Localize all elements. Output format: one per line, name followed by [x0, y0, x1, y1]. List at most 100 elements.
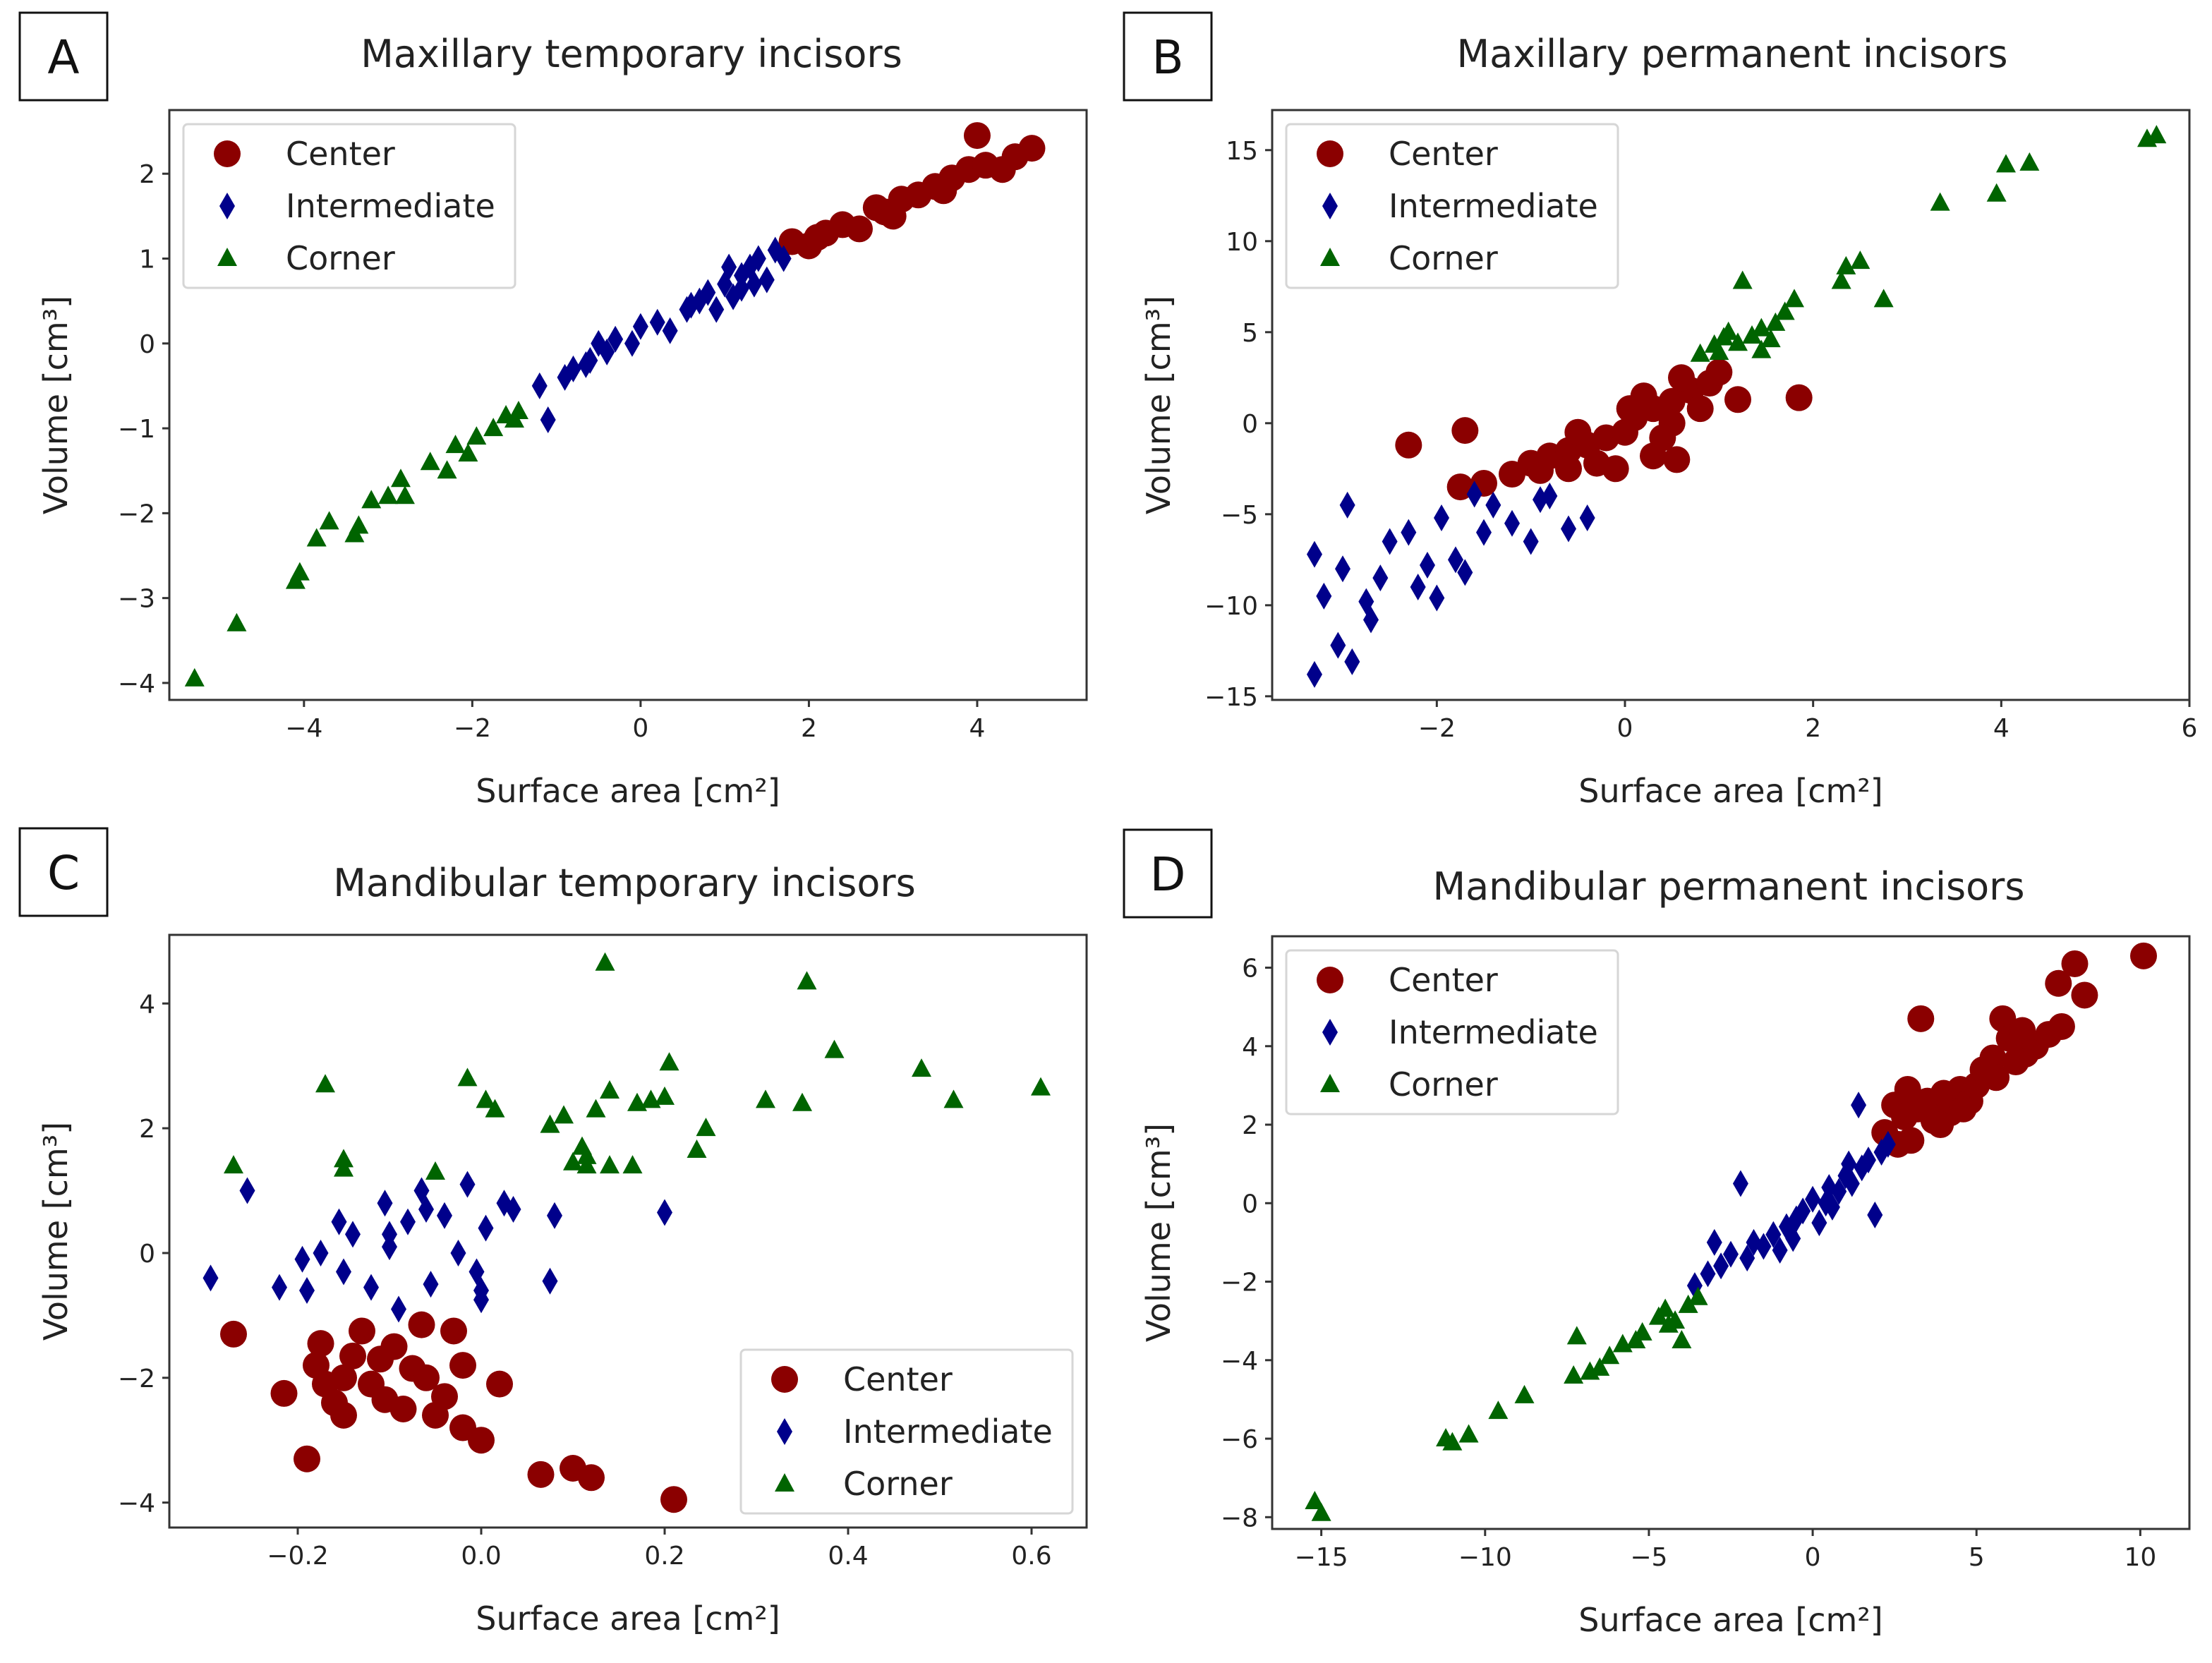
data-point: [576, 1145, 597, 1164]
data-point: [655, 1086, 675, 1105]
data-point: [1305, 1491, 1325, 1510]
y-tick-label: −2: [118, 500, 155, 528]
data-point: [2019, 152, 2040, 171]
legend-marker: [1322, 1019, 1338, 1046]
data-point: [418, 1196, 434, 1223]
data-point: [382, 1233, 397, 1261]
y-tick-label: 5: [1242, 319, 1258, 348]
legend: Center Intermediate Corner: [1285, 123, 1619, 289]
data-point: [1861, 1147, 1876, 1174]
x-tick-label: −5: [1630, 1543, 1667, 1572]
data-point: [391, 1295, 406, 1323]
data-point: [595, 952, 615, 971]
legend-marker: [1317, 140, 1343, 167]
data-point: [683, 291, 699, 319]
data-point: [390, 468, 411, 488]
legend-label: Corner: [286, 239, 395, 277]
data-point: [440, 1317, 467, 1345]
data-point: [1448, 546, 1463, 574]
data-point: [1894, 1075, 1921, 1103]
panel-label: A: [47, 30, 79, 85]
data-point: [459, 1171, 476, 1198]
data-point: [1831, 270, 1851, 289]
data-point: [1755, 1233, 1772, 1260]
data-point: [239, 1177, 255, 1204]
data-point: [361, 490, 382, 509]
data-point: [408, 1311, 435, 1338]
data-point: [1564, 418, 1592, 446]
data-point: [824, 1039, 845, 1058]
data-point: [1555, 455, 1582, 483]
data-point: [431, 1383, 458, 1410]
data-point: [1907, 1005, 1935, 1032]
data-point: [756, 1089, 775, 1108]
data-point: [1476, 519, 1492, 546]
data-point: [578, 351, 594, 378]
data-point: [662, 317, 678, 344]
data-point: [203, 1264, 219, 1292]
data-point: [622, 1155, 643, 1174]
data-point: [1686, 395, 1714, 423]
data-point: [1986, 183, 2007, 202]
y-axis-label: Volume [cm³]: [1140, 1123, 1178, 1342]
data-point: [624, 329, 640, 357]
data-point: [468, 1427, 495, 1454]
data-point: [565, 355, 581, 382]
data-point: [334, 1149, 353, 1168]
plot-area: [168, 933, 1088, 1529]
data-point: [1742, 325, 1762, 344]
y-tick-label: 0: [1242, 410, 1258, 439]
panel-label: C: [47, 846, 80, 900]
x-tick-label: −4: [285, 714, 322, 743]
y-tick-label: −1: [118, 415, 155, 444]
data-point: [334, 1158, 353, 1177]
data-point: [1579, 504, 1595, 531]
data-point: [700, 279, 716, 306]
x-tick-label: 5: [1969, 1543, 1985, 1572]
data-point: [437, 1202, 452, 1229]
data-point: [1724, 386, 1751, 413]
legend: Center Intermediate Corner: [1285, 949, 1619, 1115]
data-point: [345, 1221, 361, 1248]
data-point: [1718, 321, 1739, 340]
data-point: [1655, 1298, 1676, 1317]
data-point: [554, 1105, 574, 1124]
data-point: [527, 1461, 555, 1488]
y-tick-label: 2: [139, 1115, 155, 1144]
data-point: [1527, 456, 1554, 484]
data-point: [457, 1068, 478, 1087]
data-point: [1658, 1314, 1679, 1333]
data-point: [449, 1352, 476, 1379]
data-point: [687, 1139, 707, 1159]
chart-title: Mandibular permanent incisors: [1432, 864, 2024, 909]
data-point: [775, 245, 792, 272]
y-tick-label: −10: [1204, 592, 1258, 621]
data-point: [2061, 950, 2089, 977]
x-tick-label: 4: [1993, 714, 2009, 743]
x-tick-label: 2: [801, 714, 817, 743]
data-point: [2009, 1017, 2036, 1044]
data-point: [330, 1364, 357, 1391]
data-point: [600, 1155, 620, 1174]
data-point: [1382, 528, 1398, 555]
y-tick-label: −8: [1221, 1504, 1258, 1532]
data-point: [330, 1401, 357, 1429]
y-tick-label: 10: [1226, 228, 1258, 257]
data-point: [184, 667, 205, 687]
data-point: [659, 1052, 679, 1071]
data-point: [2045, 969, 2072, 997]
x-tick-label: −10: [1458, 1543, 1512, 1572]
panel-d: D Mandibular permanent incisors −15 −10 −5 0 5…: [1123, 828, 2191, 1639]
data-point: [845, 215, 873, 243]
data-point: [458, 443, 478, 462]
data-point: [1458, 1424, 1479, 1443]
data-point: [485, 1099, 505, 1118]
data-point: [313, 1239, 329, 1266]
data-point: [389, 1396, 417, 1422]
data-point: [1690, 343, 1710, 362]
data-point: [1311, 1502, 1331, 1521]
data-point: [486, 1370, 513, 1398]
data-point: [542, 1267, 558, 1295]
y-tick-label: −5: [1221, 501, 1258, 530]
